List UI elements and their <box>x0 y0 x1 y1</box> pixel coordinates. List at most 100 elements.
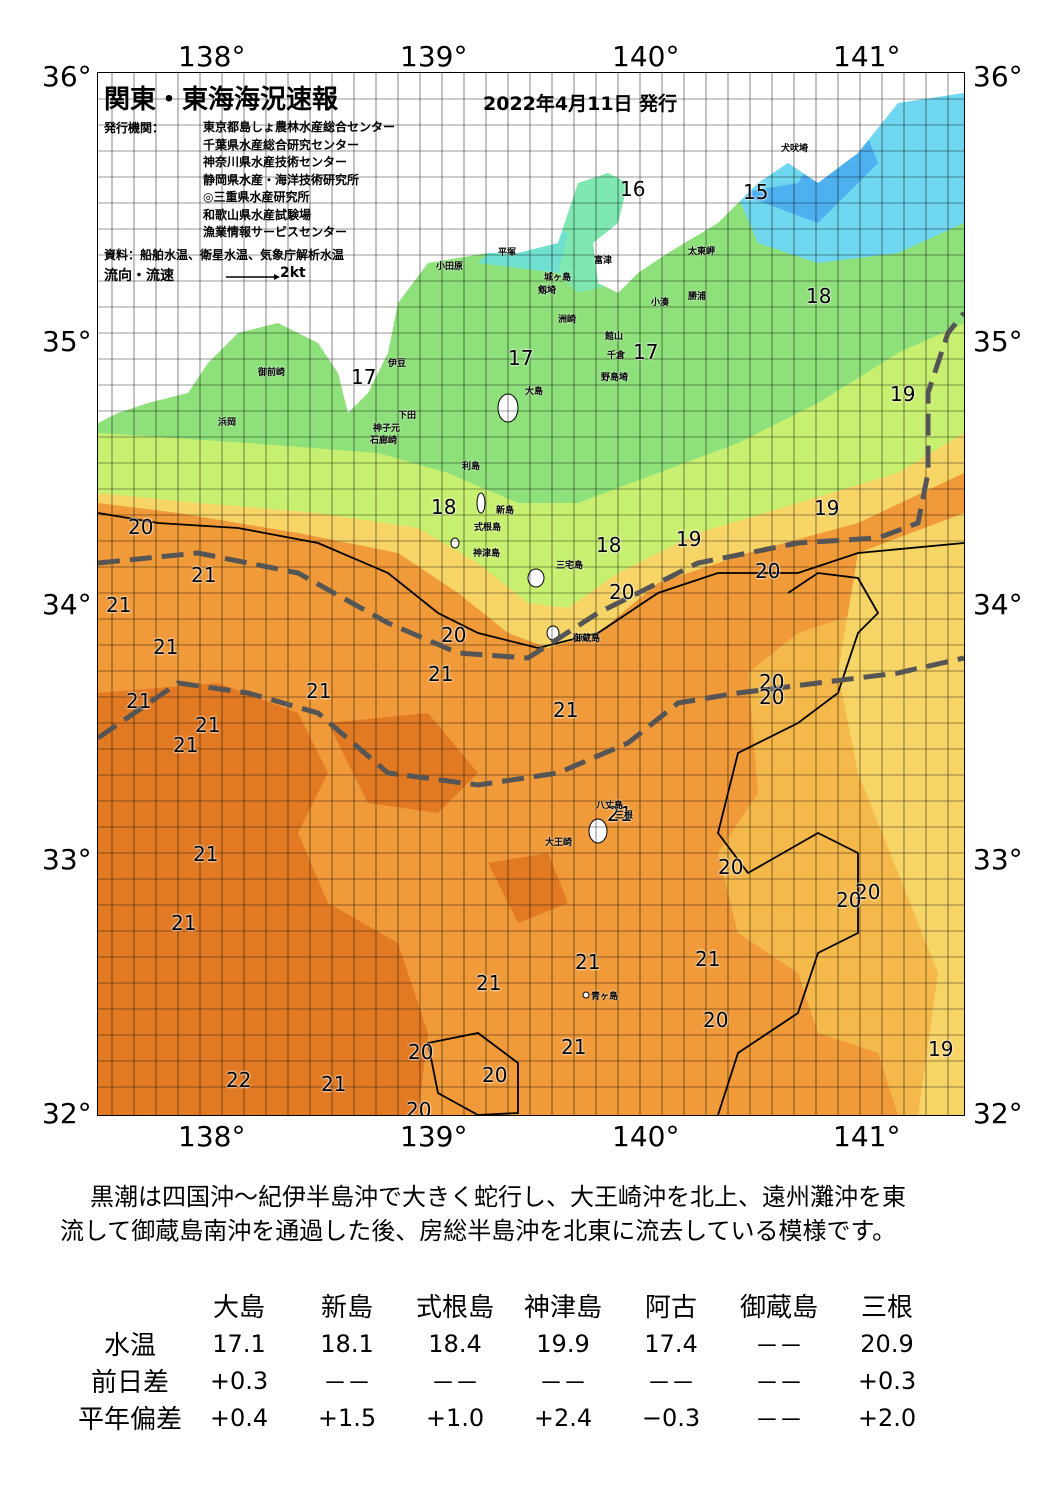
temp-label: 20 <box>482 1063 508 1087</box>
table-cell: +2.0 <box>857 1403 917 1432</box>
issue-date: 2022年4月11日 発行 <box>483 93 678 115</box>
temp-label: 21 <box>553 698 579 722</box>
lat-label-36-right: 36° <box>973 60 1023 93</box>
isotherm-lines <box>98 512 964 1115</box>
temp-label: 21 <box>561 1035 587 1059</box>
temp-label: 17 <box>633 340 659 364</box>
column-header: 三根 <box>860 1292 913 1323</box>
map-title: 関東・東海海況速報 <box>104 85 339 115</box>
row-header: 水温 <box>103 1331 156 1361</box>
lon-label-139-bottom: 139° <box>400 1120 468 1153</box>
place-label: 平塚 <box>498 248 517 258</box>
current-description: 黒潮は四国沖～紀伊半島沖で大きく蛇行し、大王崎沖を北上、遠州灘沖を東 流して御蔵… <box>60 1180 1020 1248</box>
table-cell: 18.4 <box>428 1329 482 1358</box>
table-cell: +0.4 <box>209 1403 269 1432</box>
kuroshio-axis-south <box>98 655 964 788</box>
temp-label: 19 <box>890 382 916 406</box>
temp-label: 18 <box>431 495 457 519</box>
place-label: 伊豆 <box>388 359 407 369</box>
isotherm-20 <box>98 512 964 649</box>
temp-label: 18 <box>596 533 622 557</box>
map-graphic <box>98 73 964 1115</box>
temp-label: 21 <box>575 950 601 974</box>
temp-label: 21 <box>173 733 199 757</box>
issuer-item: 千葉県水産総合研究センター <box>203 137 360 152</box>
column-header: 御蔵島 <box>739 1292 818 1323</box>
place-label: 新島 <box>496 506 515 516</box>
place-label: 太東岬 <box>688 247 716 257</box>
place-label: 千倉 <box>607 351 626 361</box>
temp-label: 17 <box>508 346 534 370</box>
temp-label: 20 <box>406 1098 432 1116</box>
niijima-island <box>476 492 486 514</box>
lon-label-139: 139° <box>400 40 468 73</box>
place-label: 神子元 <box>373 424 401 434</box>
temp-label: 20 <box>441 623 467 647</box>
place-label: 御蔵島 <box>573 634 601 644</box>
temp-label: 21 <box>321 1072 347 1096</box>
lon-label-141-bottom: 141° <box>833 1120 901 1153</box>
lon-label-140: 140° <box>612 40 680 73</box>
place-label: 神津島 <box>473 549 501 559</box>
table-cell: －－ <box>539 1369 587 1397</box>
column-header: 大島 <box>212 1292 265 1323</box>
temp-label: 20 <box>718 855 744 879</box>
temp-label: 20 <box>128 515 154 539</box>
temp-label: 19 <box>814 496 840 520</box>
issuer-item: 和歌山県水産試験場 <box>203 207 312 222</box>
lon-label-140-bottom: 140° <box>612 1120 680 1153</box>
shikinejima-island <box>450 537 460 549</box>
lon-label-138-bottom: 138° <box>178 1120 246 1153</box>
place-label: 大王崎 <box>545 838 573 848</box>
lat-label-33: 33° <box>42 843 92 876</box>
temp-label: 20 <box>836 888 862 912</box>
lat-label-32: 32° <box>42 1097 92 1130</box>
column-header: 式根島 <box>415 1292 494 1323</box>
place-label: 勝浦 <box>688 292 707 302</box>
table-cell: －－ <box>755 1332 803 1360</box>
place-label: 青ヶ島 <box>591 992 619 1002</box>
column-header: 神津島 <box>523 1292 602 1323</box>
temp-label: 15 <box>743 180 769 204</box>
issuer-label: 発行機関： <box>104 121 165 135</box>
place-label: 式根島 <box>474 523 502 533</box>
lat-label-33-right: 33° <box>973 843 1023 876</box>
table-row: 水温 17.1 18.1 18.4 19.9 17.4 －－ 20.9 <box>75 1325 941 1362</box>
issuer-item: 東京都島しょ農林水産総合センター <box>203 120 396 134</box>
lat-label-35: 35° <box>42 325 92 358</box>
table-cell: －－ <box>755 1406 803 1434</box>
place-label: 犬吠埼 <box>781 144 809 154</box>
temp-label: 18 <box>806 284 832 308</box>
table-cell: 18.1 <box>320 1329 374 1358</box>
lat-label-36: 36° <box>42 60 92 93</box>
lon-label-138: 138° <box>178 40 246 73</box>
issuer-list: 東京都島しょ農林水産総合センター 千葉県水産総合研究センター 神奈川県水産技術セ… <box>203 119 395 242</box>
temp-label: 22 <box>226 1068 252 1092</box>
temp-label: 20 <box>759 685 785 709</box>
place-label: 館山 <box>605 332 624 342</box>
flow-scale-value: 2kt <box>280 265 306 281</box>
place-label: 三宅島 <box>556 561 584 571</box>
table-cell: －－ <box>755 1369 803 1397</box>
table-row: 平年偏差 +0.4 +1.5 +1.0 +2.4 −0.3 －－ +2.0 <box>75 1399 941 1436</box>
isotherm-20-south <box>426 1032 519 1115</box>
column-header: 新島 <box>320 1292 373 1323</box>
temp-label: 21 <box>126 689 152 713</box>
column-header: 阿古 <box>644 1292 697 1323</box>
place-label: 剱埼 <box>538 286 557 296</box>
description-line: 黒潮は四国沖～紀伊半島沖で大きく蛇行し、大王崎沖を北上、遠州灘沖を東 <box>90 1183 906 1211</box>
issuer-item: 神奈川県水産技術センター <box>203 155 348 169</box>
isotherm-20-east <box>717 572 880 1115</box>
place-label: 洲崎 <box>558 315 577 325</box>
lat-label-32-right: 32° <box>973 1097 1023 1130</box>
place-label: 石廊崎 <box>370 436 398 446</box>
table-cell: 19.9 <box>536 1329 590 1358</box>
sea-temperature-map: 関東・東海海況速報 2022年4月11日 発行 発行機関： 東京都島しょ農林水産… <box>97 72 965 1116</box>
table-cell: 20.9 <box>860 1329 914 1358</box>
temp-label: 20 <box>609 580 635 604</box>
place-label: 利島 <box>462 462 481 472</box>
table-cell: +1.5 <box>317 1403 377 1432</box>
flow-label: 流向・流速 <box>104 268 174 284</box>
row-header: 平年偏差 <box>77 1405 182 1435</box>
place-label: 富津 <box>594 256 613 266</box>
